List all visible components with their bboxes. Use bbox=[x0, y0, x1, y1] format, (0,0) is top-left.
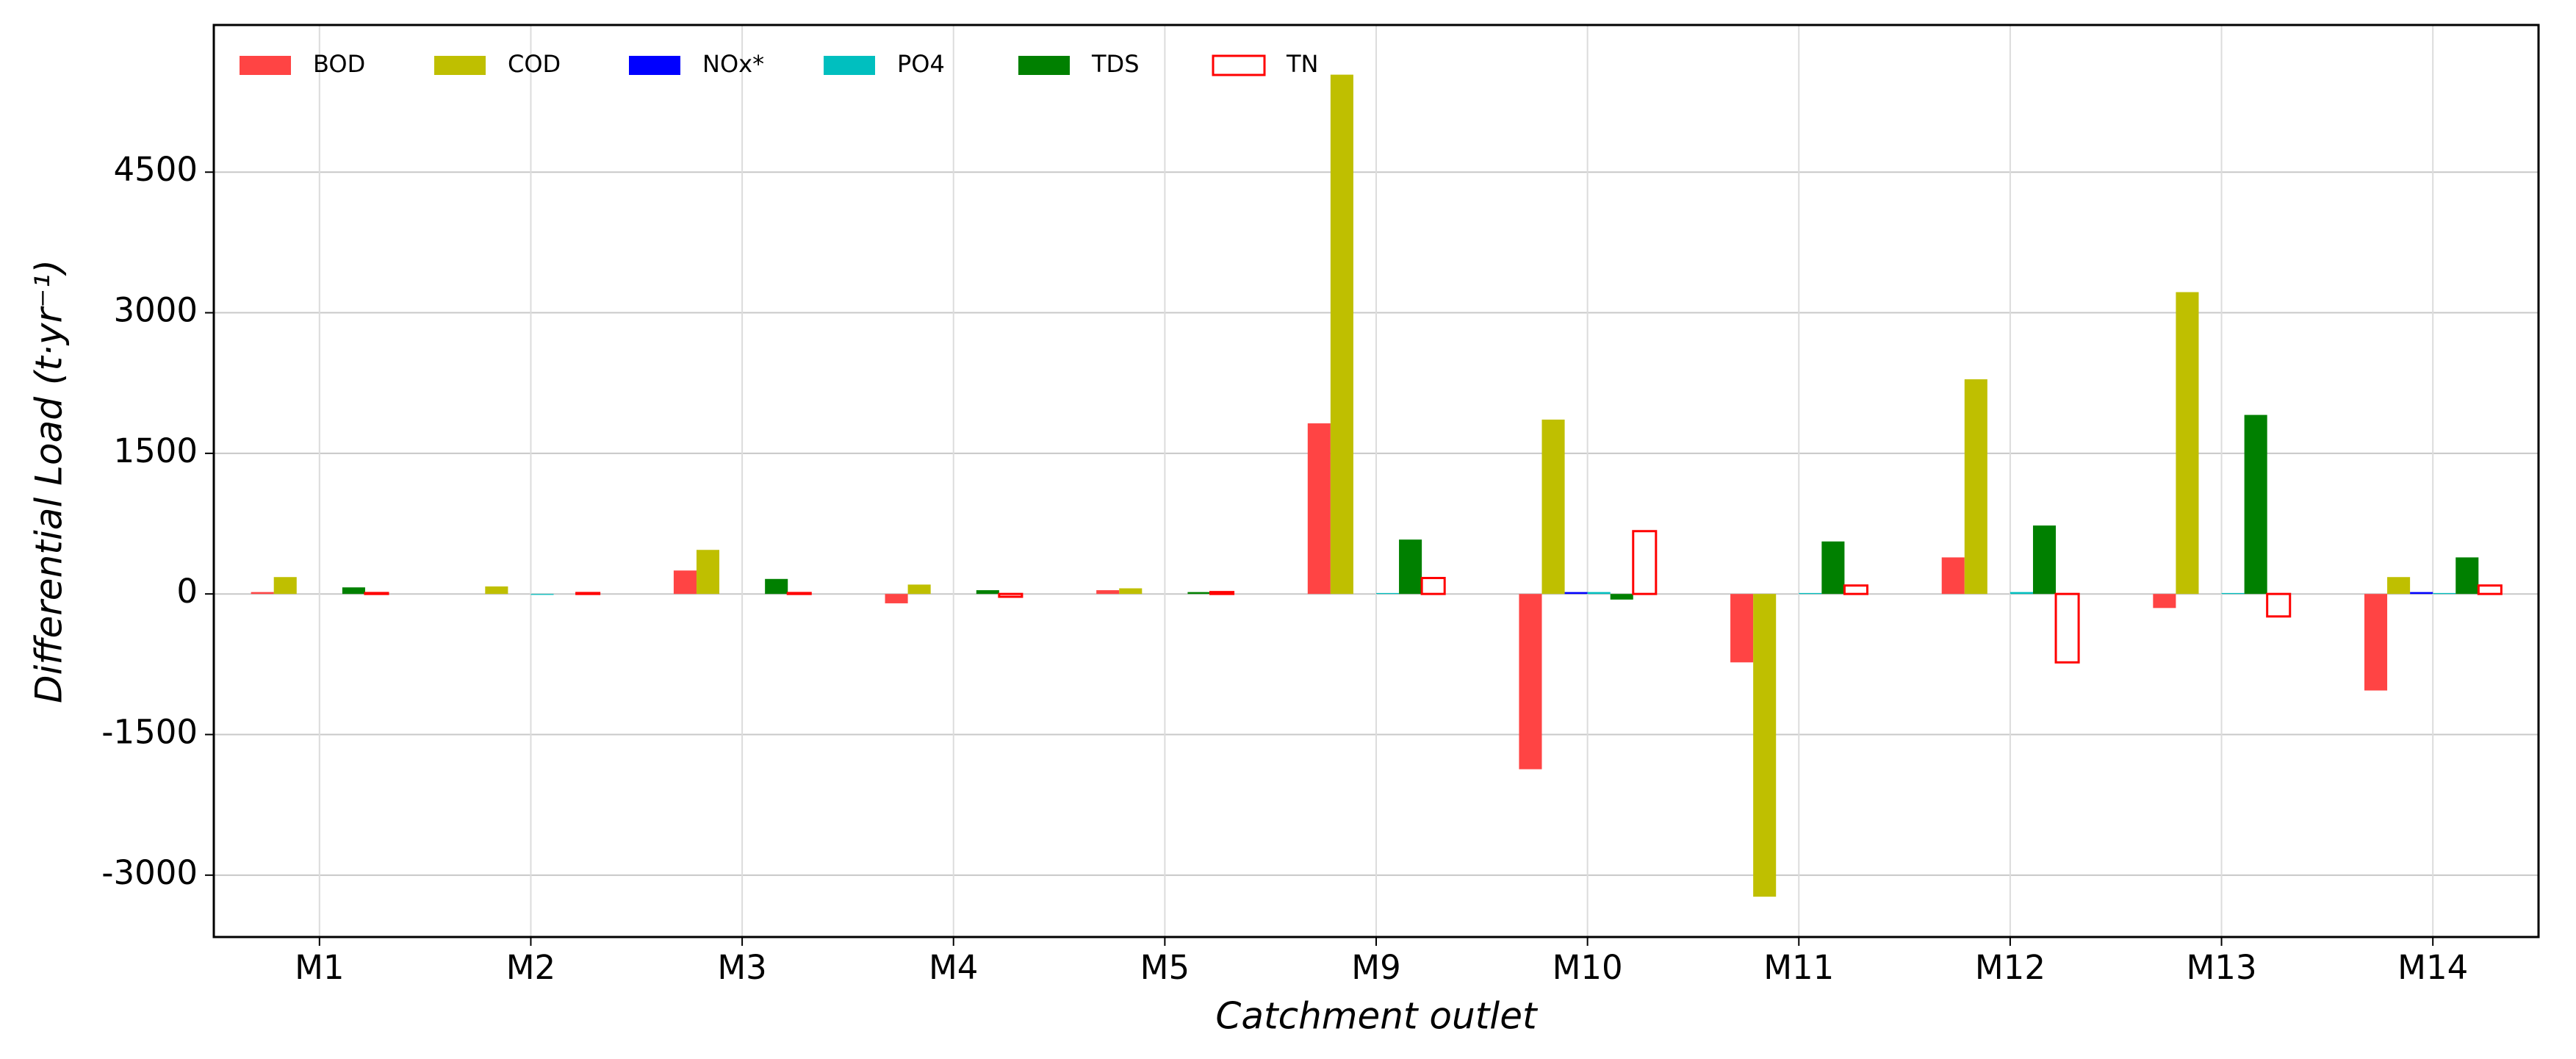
y-tick-label: 1500 bbox=[113, 431, 198, 470]
y-tick-label: 4500 bbox=[113, 150, 198, 189]
bar bbox=[2456, 557, 2479, 595]
bar bbox=[575, 592, 601, 595]
bar bbox=[1610, 594, 1633, 600]
x-axis-label: Catchment outlet bbox=[1215, 995, 1539, 1038]
bar bbox=[2433, 592, 2456, 595]
bar bbox=[885, 594, 908, 603]
bar bbox=[1941, 557, 1965, 595]
x-tick-label: M10 bbox=[1553, 948, 1623, 987]
bar bbox=[1843, 584, 1868, 595]
bar bbox=[786, 592, 812, 595]
bar bbox=[1964, 379, 1987, 595]
y-axis-label: Differential Load (t·yr⁻¹) bbox=[28, 259, 71, 703]
legend-label: COD bbox=[508, 50, 561, 78]
bar bbox=[2010, 592, 2033, 595]
bar bbox=[2221, 592, 2245, 595]
bar bbox=[1730, 594, 1754, 663]
bar bbox=[342, 587, 365, 595]
legend-swatch bbox=[1212, 54, 1266, 76]
plot-frame bbox=[212, 24, 2540, 938]
bar bbox=[1632, 530, 1658, 595]
bar bbox=[2176, 292, 2199, 595]
bar bbox=[1119, 588, 1143, 595]
x-tick-label: M2 bbox=[506, 948, 555, 987]
x-tick-label: M13 bbox=[2186, 948, 2256, 987]
bar bbox=[1587, 592, 1611, 595]
x-tick-label: M3 bbox=[717, 948, 766, 987]
x-tick-label: M9 bbox=[1351, 948, 1400, 987]
bar bbox=[673, 570, 697, 595]
legend-label: BOD bbox=[313, 50, 365, 78]
legend-swatch bbox=[434, 56, 486, 75]
bar bbox=[1753, 594, 1777, 897]
x-tick-label: M4 bbox=[929, 948, 978, 987]
legend-swatch bbox=[240, 56, 291, 75]
bar bbox=[2410, 592, 2433, 595]
bar bbox=[907, 584, 931, 595]
legend-label: PO4 bbox=[897, 50, 945, 78]
bar bbox=[273, 577, 297, 595]
bar bbox=[485, 586, 508, 595]
bar bbox=[2054, 592, 2080, 664]
bar bbox=[2032, 525, 2057, 595]
bar bbox=[1519, 594, 1542, 769]
bar bbox=[1096, 590, 1120, 595]
bar bbox=[976, 590, 999, 595]
bar bbox=[1799, 592, 1822, 595]
bar bbox=[2266, 592, 2292, 618]
x-tick-label: M11 bbox=[1763, 948, 1834, 987]
bar bbox=[1307, 423, 1331, 595]
x-tick-label: M5 bbox=[1140, 948, 1190, 987]
legend-swatch bbox=[1018, 56, 1070, 75]
bar bbox=[696, 550, 720, 595]
bar bbox=[1399, 539, 1422, 595]
bar bbox=[1821, 541, 1845, 595]
bar bbox=[1330, 74, 1353, 595]
legend-swatch bbox=[824, 56, 875, 75]
bar bbox=[1541, 419, 1565, 595]
y-tick-label: -1500 bbox=[101, 713, 198, 752]
bar bbox=[2364, 594, 2388, 691]
bar bbox=[1187, 592, 1211, 595]
bar bbox=[2477, 584, 2503, 595]
x-tick-label: M1 bbox=[295, 948, 344, 987]
bar bbox=[1564, 592, 1588, 595]
bar bbox=[251, 592, 274, 595]
bar bbox=[765, 578, 788, 595]
bar bbox=[1420, 577, 1446, 595]
y-tick-label: -3000 bbox=[101, 853, 198, 892]
bar bbox=[364, 592, 389, 595]
legend-label: TDS bbox=[1091, 50, 1140, 78]
bar bbox=[2387, 577, 2411, 595]
x-tick-label: M14 bbox=[2397, 948, 2468, 987]
legend-label: NOx* bbox=[702, 50, 764, 78]
bar bbox=[998, 592, 1023, 598]
bar bbox=[1209, 591, 1235, 595]
bar bbox=[2244, 414, 2267, 595]
y-tick-label: 3000 bbox=[113, 291, 198, 330]
y-tick-label: 0 bbox=[176, 572, 198, 611]
bar bbox=[530, 594, 554, 595]
legend-swatch bbox=[629, 56, 680, 75]
x-tick-label: M12 bbox=[1975, 948, 2046, 987]
bar bbox=[1376, 592, 1400, 595]
legend-label: TN bbox=[1286, 50, 1318, 78]
bar bbox=[2153, 594, 2176, 609]
